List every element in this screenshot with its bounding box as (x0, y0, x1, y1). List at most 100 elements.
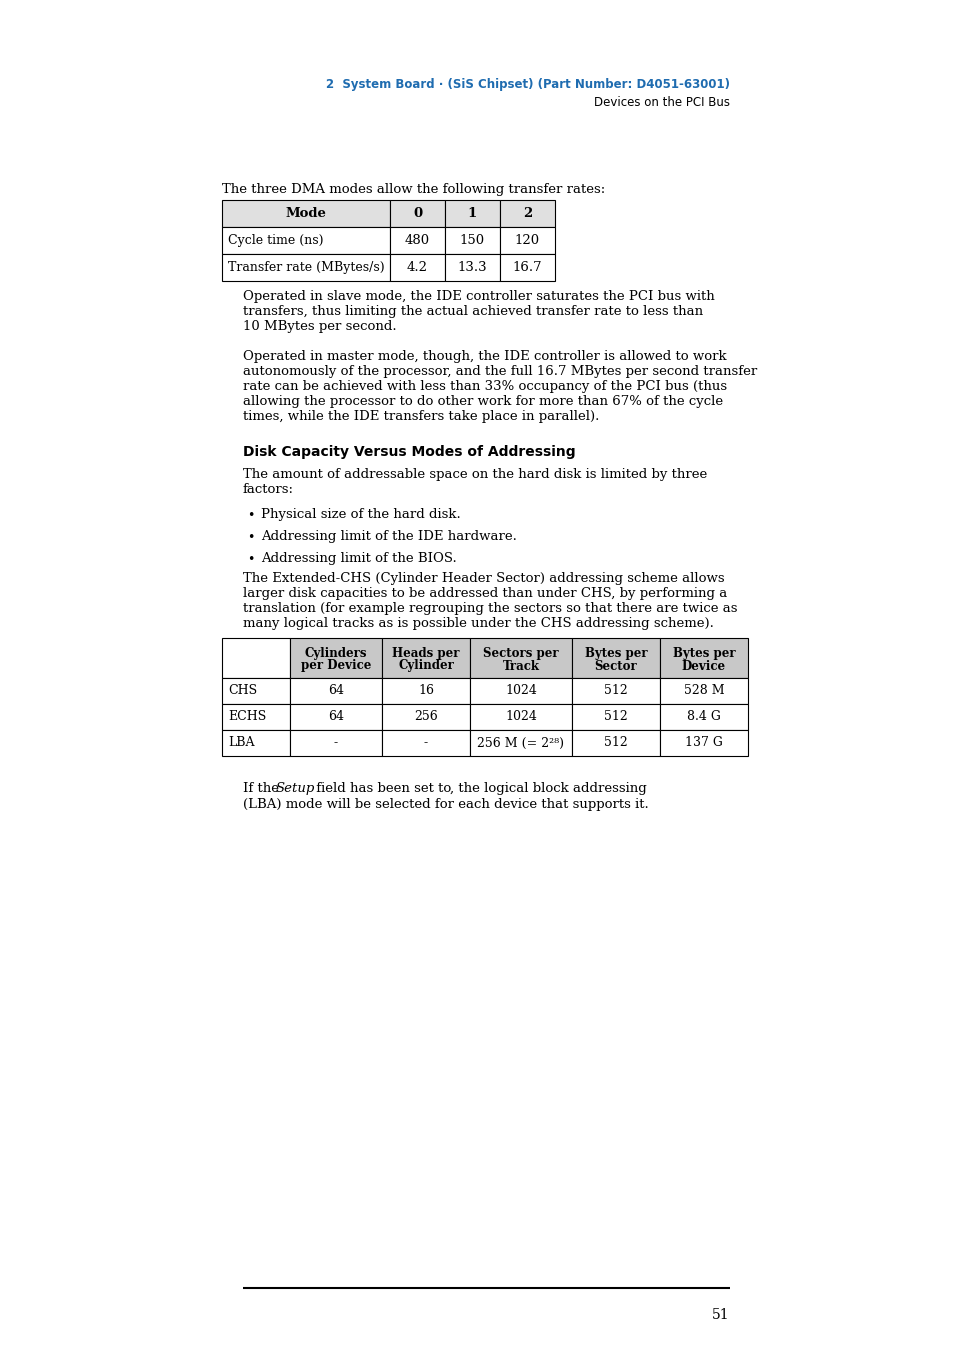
Text: Sectors per: Sectors per (482, 647, 558, 659)
Text: Disk Capacity Versus Modes of Addressing: Disk Capacity Versus Modes of Addressing (243, 444, 575, 459)
Text: many logical tracks as is possible under the CHS addressing scheme).: many logical tracks as is possible under… (243, 617, 713, 630)
Text: •: • (247, 531, 254, 544)
Bar (222, 638, 290, 678)
Text: The amount of addressable space on the hard disk is limited by three: The amount of addressable space on the h… (243, 467, 706, 481)
Bar (290, 730, 381, 757)
Text: -: - (423, 736, 428, 750)
Text: 1024: 1024 (504, 711, 537, 724)
Bar (381, 638, 470, 678)
Text: Operated in master mode, though, the IDE controller is allowed to work: Operated in master mode, though, the IDE… (243, 350, 726, 363)
Text: 256: 256 (414, 711, 437, 724)
Text: Bytes per: Bytes per (584, 647, 647, 659)
Text: 8.4 G: 8.4 G (686, 711, 720, 724)
Text: autonomously of the processor, and the full 16.7 MBytes per second transfer: autonomously of the processor, and the f… (243, 365, 757, 378)
Bar (222, 227, 390, 254)
Bar (222, 704, 290, 730)
Text: 512: 512 (603, 736, 627, 750)
Text: •: • (247, 553, 254, 566)
Text: 528 M: 528 M (683, 685, 723, 697)
Text: 2  System Board · (SiS Chipset) (Part Number: D4051-63001): 2 System Board · (SiS Chipset) (Part Num… (326, 78, 729, 91)
Bar (444, 200, 499, 227)
Bar (659, 704, 747, 730)
Text: 4.2: 4.2 (407, 261, 428, 274)
Text: LBA: LBA (228, 736, 254, 750)
Text: Operated in slave mode, the IDE controller saturates the PCI bus with: Operated in slave mode, the IDE controll… (243, 290, 714, 303)
Bar (470, 730, 572, 757)
Text: 120: 120 (515, 234, 539, 247)
Text: Physical size of the hard disk.: Physical size of the hard disk. (261, 508, 460, 521)
Bar (390, 227, 444, 254)
Text: 64: 64 (328, 711, 344, 724)
Text: allowing the processor to do other work for more than 67% of the cycle: allowing the processor to do other work … (243, 394, 722, 408)
Bar (499, 200, 555, 227)
Bar (572, 704, 659, 730)
Text: field has been set to: field has been set to (312, 782, 451, 794)
Text: CHS: CHS (228, 685, 257, 697)
Text: 64: 64 (328, 685, 344, 697)
Bar (222, 254, 390, 281)
Text: per Device: per Device (300, 659, 371, 673)
Text: rate can be achieved with less than 33% occupancy of the PCI bus (thus: rate can be achieved with less than 33% … (243, 380, 726, 393)
Text: 51: 51 (712, 1308, 729, 1323)
Text: 16: 16 (417, 685, 434, 697)
Text: Transfer rate (MBytes/s): Transfer rate (MBytes/s) (228, 261, 384, 274)
Bar (381, 730, 470, 757)
Bar (470, 638, 572, 678)
Text: 16.7: 16.7 (512, 261, 541, 274)
Text: The Extended-CHS (Cylinder Header Sector) addressing scheme allows: The Extended-CHS (Cylinder Header Sector… (243, 571, 724, 585)
Bar (290, 678, 381, 704)
Text: Device: Device (681, 659, 725, 673)
Text: larger disk capacities to be addressed than under CHS, by performing a: larger disk capacities to be addressed t… (243, 586, 726, 600)
Text: 2: 2 (522, 207, 532, 220)
Text: Cylinder: Cylinder (397, 659, 454, 673)
Bar (470, 678, 572, 704)
Text: Bytes per: Bytes per (672, 647, 735, 659)
Bar (572, 678, 659, 704)
Text: 256 M (= 2²⁸): 256 M (= 2²⁸) (477, 736, 564, 750)
Bar (290, 704, 381, 730)
Text: -: - (334, 736, 337, 750)
Text: 0: 0 (413, 207, 421, 220)
Text: 512: 512 (603, 711, 627, 724)
Text: 13.3: 13.3 (457, 261, 487, 274)
Bar (381, 678, 470, 704)
Bar (470, 704, 572, 730)
Text: Addressing limit of the IDE hardware.: Addressing limit of the IDE hardware. (261, 530, 517, 543)
Text: times, while the IDE transfers take place in parallel).: times, while the IDE transfers take plac… (243, 409, 598, 423)
Text: factors:: factors: (243, 484, 294, 496)
Text: 1024: 1024 (504, 685, 537, 697)
Text: If the: If the (243, 782, 283, 794)
Text: Cylinders: Cylinders (304, 647, 367, 659)
Text: 1: 1 (467, 207, 476, 220)
Bar (290, 638, 381, 678)
Text: Heads per: Heads per (392, 647, 459, 659)
Bar (390, 200, 444, 227)
Text: 512: 512 (603, 685, 627, 697)
Bar (222, 678, 290, 704)
Text: transfers, thus limiting the actual achieved transfer rate to less than: transfers, thus limiting the actual achi… (243, 305, 702, 317)
Text: The three DMA modes allow the following transfer rates:: The three DMA modes allow the following … (222, 182, 604, 196)
Bar (222, 730, 290, 757)
Bar (499, 227, 555, 254)
Text: 480: 480 (404, 234, 430, 247)
Bar (390, 254, 444, 281)
Text: Track: Track (502, 659, 539, 673)
Bar (572, 638, 659, 678)
Text: Setup: Setup (275, 782, 315, 794)
Bar (659, 678, 747, 704)
Bar (659, 638, 747, 678)
Text: Devices on the PCI Bus: Devices on the PCI Bus (594, 96, 729, 109)
Bar (659, 730, 747, 757)
Text: Cycle time (ns): Cycle time (ns) (228, 234, 323, 247)
Text: Mode: Mode (285, 207, 326, 220)
Bar (499, 254, 555, 281)
Bar (444, 227, 499, 254)
Text: Sector: Sector (594, 659, 637, 673)
Text: 150: 150 (459, 234, 484, 247)
Text: Addressing limit of the BIOS.: Addressing limit of the BIOS. (261, 553, 456, 565)
Text: 10 MBytes per second.: 10 MBytes per second. (243, 320, 396, 332)
Bar (381, 704, 470, 730)
Text: , the logical block addressing: , the logical block addressing (450, 782, 646, 794)
Text: •: • (247, 509, 254, 521)
Text: translation (for example regrouping the sectors so that there are twice as: translation (for example regrouping the … (243, 603, 737, 615)
